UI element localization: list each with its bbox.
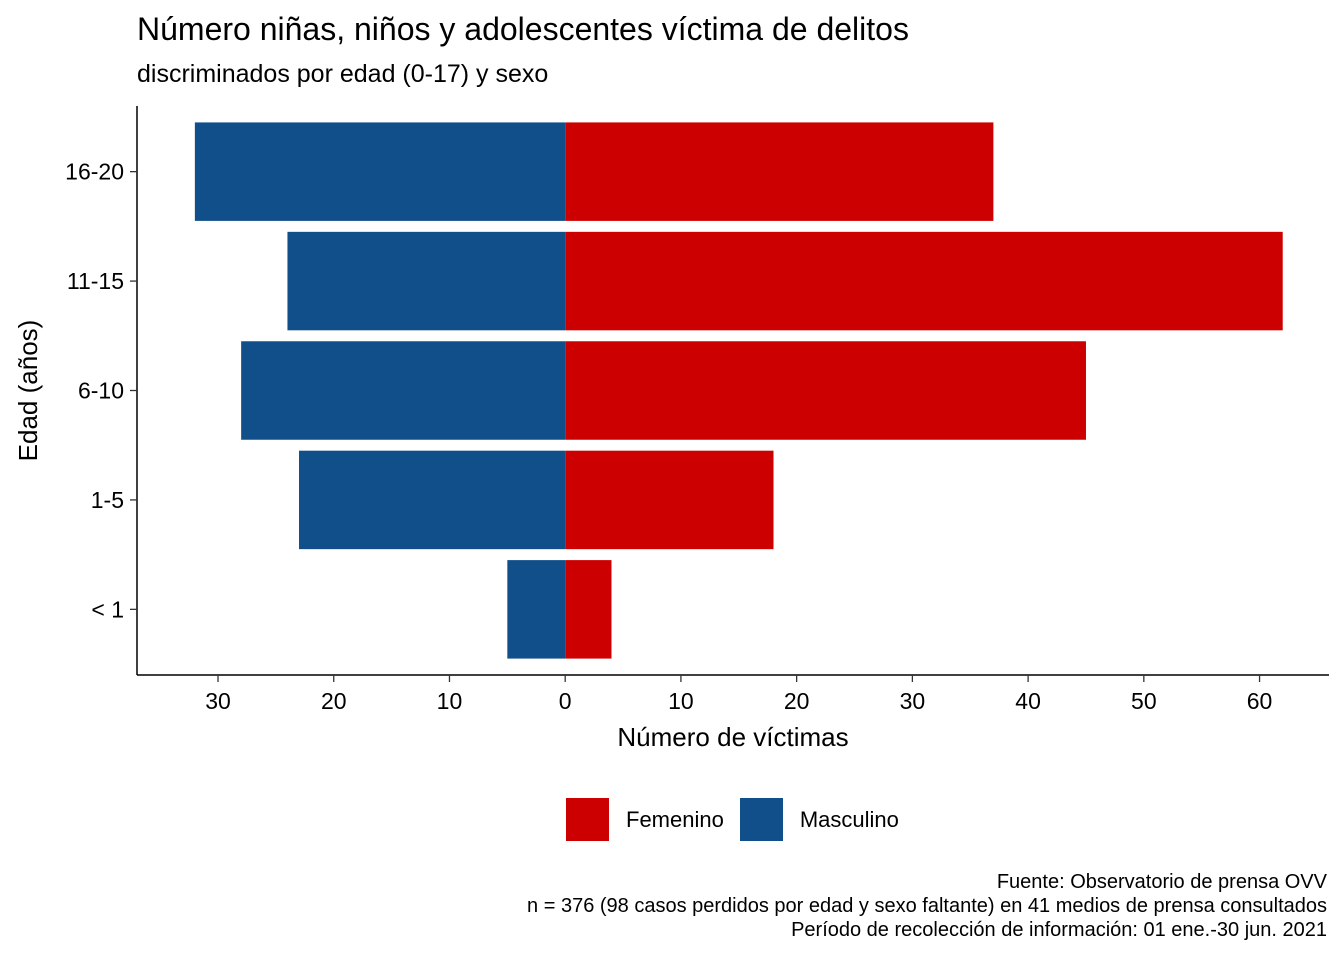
x-tick-label: 20 (784, 688, 810, 714)
caption-sample: n = 376 (98 casos perdidos por edad y se… (527, 895, 1327, 917)
x-tick-label: 60 (1247, 688, 1273, 714)
legend-label-femenino: Femenino (626, 806, 724, 832)
bar-femenino-6-10 (565, 341, 1086, 440)
bar-masculino-16-20 (194, 122, 566, 221)
legend-swatch-femenino (566, 798, 609, 841)
chart-legend: Femenino Masculino (566, 798, 915, 841)
legend-label-masculino: Masculino (799, 806, 899, 832)
x-tick-label: 50 (1131, 688, 1157, 714)
x-tick-label: 10 (437, 688, 463, 714)
caption-period: Período de recolección de información: 0… (791, 919, 1327, 941)
x-axis-title: Número de víctimas (617, 722, 848, 752)
x-tick-label: 10 (668, 688, 694, 714)
bar-masculino-11-15 (287, 231, 566, 331)
chart-title: Número niñas, niños y adolescentes vícti… (137, 11, 909, 47)
y-tick-label: 1-5 (91, 487, 124, 513)
x-tick-label: 30 (900, 688, 926, 714)
x-tick-label: 20 (321, 688, 347, 714)
y-tick-label: < 1 (91, 596, 124, 622)
x-tick-label: 0 (559, 688, 572, 714)
bar-femenino--1 (565, 560, 612, 659)
bar-femenino-11-15 (565, 231, 1283, 331)
caption-source: Fuente: Observatorio de prensa OVV (996, 871, 1327, 893)
y-tick-label: 6-10 (78, 378, 124, 404)
bar-masculino-6-10 (241, 341, 566, 440)
bar-femenino-16-20 (565, 122, 994, 221)
x-tick-label: 30 (205, 688, 231, 714)
x-tick-label: 40 (1015, 688, 1041, 714)
chart-subtitle: discriminados por edad (0-17) y sexo (137, 60, 549, 88)
bar-masculino-1-5 (299, 450, 566, 550)
bar-masculino--1 (507, 560, 566, 659)
legend-item-femenino: Femenino (566, 798, 724, 841)
y-axis-title: Edad (años) (13, 320, 43, 462)
legend-swatch-masculino (739, 798, 783, 841)
y-tick-label: 11-15 (67, 268, 124, 294)
y-tick-label: 16-20 (65, 159, 124, 185)
legend-item-masculino: Masculino (739, 798, 899, 841)
chart-caption: Fuente: Observatorio de prensa OVV n = 3… (527, 870, 1327, 942)
bar-femenino-1-5 (565, 450, 774, 550)
